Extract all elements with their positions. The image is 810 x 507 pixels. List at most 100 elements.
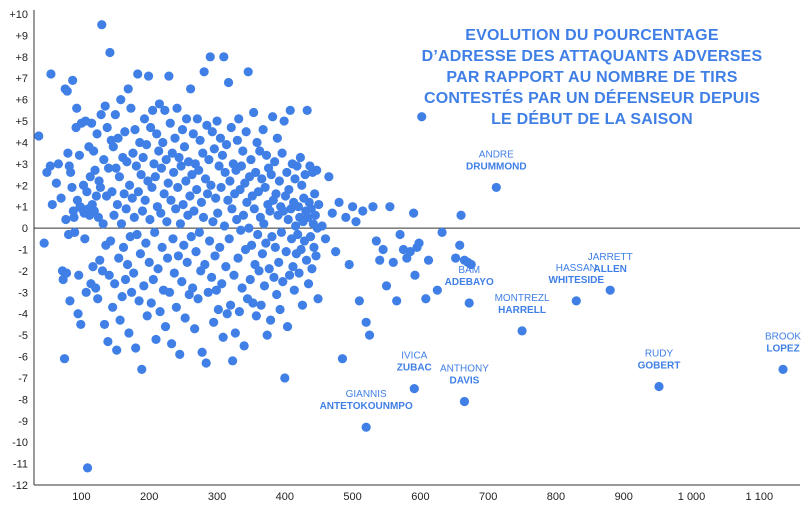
data-point [130, 125, 140, 135]
data-point [305, 232, 316, 242]
data-point [156, 163, 167, 173]
data-point [124, 180, 135, 190]
data-point [145, 122, 156, 133]
data-point [217, 279, 227, 289]
data-point [105, 47, 115, 58]
data-point [95, 182, 106, 193]
data-point [246, 240, 257, 250]
data-point [361, 317, 371, 327]
data-point [121, 204, 131, 214]
data-point [111, 163, 121, 173]
data-point [76, 319, 86, 330]
data-point [68, 75, 78, 85]
data-point [244, 223, 254, 233]
data-point [165, 118, 175, 128]
x-tick-label: 200 [140, 491, 158, 503]
data-point [116, 219, 127, 229]
player-first-name: ANTHONY [440, 364, 489, 375]
data-point [132, 229, 142, 240]
chart-title-line-5: LE DÉBUT DE LA SAISON [491, 109, 693, 128]
data-point [155, 306, 165, 317]
data-point [91, 191, 101, 201]
data-point [109, 210, 119, 220]
labeled-data-point [605, 285, 615, 295]
data-point [146, 298, 156, 308]
data-point [154, 99, 165, 109]
data-point [301, 255, 312, 265]
data-point [466, 259, 476, 270]
data-point [138, 152, 148, 163]
y-tick-label: -11 [13, 459, 28, 471]
data-point [96, 110, 106, 120]
data-point [157, 242, 167, 252]
data-point [93, 212, 103, 222]
data-point [285, 105, 295, 115]
data-point [119, 189, 129, 199]
data-point [53, 159, 64, 169]
data-point [62, 86, 72, 96]
data-point [69, 212, 79, 222]
data-point [108, 302, 118, 312]
data-point [164, 287, 175, 297]
player-last-name: WHITESIDE [549, 275, 605, 286]
x-tick-label: 400 [276, 491, 294, 503]
data-point [405, 247, 415, 257]
data-point [234, 306, 244, 317]
data-point [228, 356, 238, 366]
data-point [113, 133, 123, 143]
chart-title-line-4: CONTESTÉS PAR UN DÉFENSEUR DEPUIS [424, 88, 760, 107]
y-tick-label: +9 [15, 30, 28, 42]
data-point [375, 255, 385, 265]
data-point [137, 364, 147, 374]
data-point [206, 180, 216, 190]
data-point [129, 212, 139, 222]
data-point [341, 212, 351, 222]
data-point [163, 178, 173, 188]
y-tick-label: +5 [15, 116, 28, 128]
data-point [201, 358, 211, 368]
y-tick-label: +4 [15, 137, 28, 149]
data-point [39, 238, 49, 248]
data-point [202, 189, 213, 199]
y-tick-label: -12 [12, 480, 28, 492]
data-point [90, 165, 100, 175]
data-point [293, 229, 303, 240]
data-point [131, 161, 141, 171]
data-point [237, 283, 247, 293]
data-point [118, 242, 129, 252]
data-point [284, 270, 295, 280]
player-last-name: ALLEN [594, 264, 627, 275]
data-point [245, 274, 255, 285]
data-point [451, 253, 461, 263]
data-point [358, 206, 368, 216]
data-point [172, 103, 182, 113]
y-tick-label: -2 [18, 266, 28, 278]
data-point [159, 189, 169, 199]
data-point [167, 339, 177, 349]
data-point [181, 176, 191, 186]
x-tick-label: 300 [208, 491, 226, 503]
data-point [212, 116, 222, 126]
data-point [295, 152, 306, 163]
data-point [47, 199, 57, 210]
data-point [344, 259, 354, 270]
data-point [223, 77, 234, 88]
data-point [275, 304, 285, 315]
data-point [223, 195, 233, 205]
data-point [236, 225, 246, 235]
data-point [348, 202, 358, 212]
data-point [63, 148, 73, 158]
data-point [310, 210, 320, 220]
data-point [258, 125, 268, 135]
labeled-data-point [778, 364, 788, 374]
data-point [139, 281, 149, 291]
data-point [162, 217, 172, 227]
player-first-name: BROOK [765, 331, 801, 342]
data-point [243, 67, 253, 77]
data-point [296, 244, 306, 255]
data-point [51, 178, 61, 188]
data-point [204, 154, 214, 165]
data-point [202, 120, 212, 130]
data-point [410, 270, 420, 280]
data-point [193, 294, 203, 304]
